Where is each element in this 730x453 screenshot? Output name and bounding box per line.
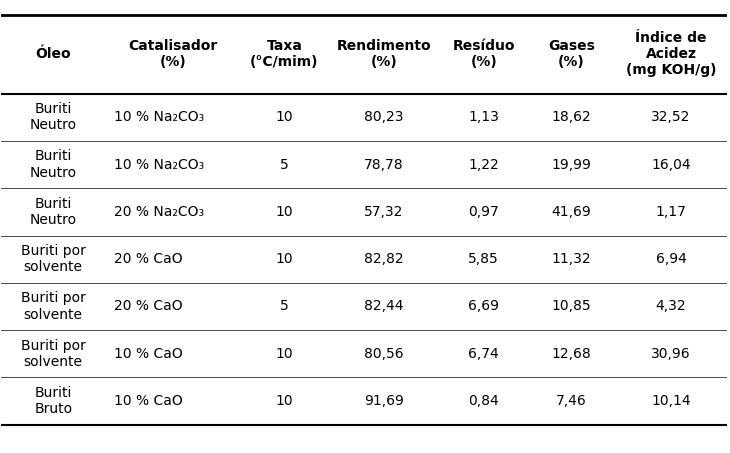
- Text: 10,14: 10,14: [651, 394, 691, 408]
- Text: Taxa
(°C/mim): Taxa (°C/mim): [250, 39, 319, 69]
- Text: 82,82: 82,82: [364, 252, 404, 266]
- Text: 1,22: 1,22: [469, 158, 499, 172]
- Text: Catalisador
(%): Catalisador (%): [128, 39, 218, 69]
- Text: 10: 10: [276, 205, 293, 219]
- Text: Buriti
Neutro: Buriti Neutro: [30, 149, 77, 180]
- Text: 10 % Na₂CO₃: 10 % Na₂CO₃: [114, 111, 204, 124]
- Text: Resíduo
(%): Resíduo (%): [453, 39, 515, 69]
- Text: 7,46: 7,46: [556, 394, 587, 408]
- Text: Buriti por
solvente: Buriti por solvente: [20, 338, 85, 369]
- Text: 12,68: 12,68: [552, 347, 591, 361]
- Text: 20 % CaO: 20 % CaO: [114, 252, 182, 266]
- Text: 41,69: 41,69: [552, 205, 591, 219]
- Text: 20 % Na₂CO₃: 20 % Na₂CO₃: [114, 205, 204, 219]
- Text: 10: 10: [276, 347, 293, 361]
- Text: 4,32: 4,32: [656, 299, 686, 313]
- Text: Buriti por
solvente: Buriti por solvente: [20, 244, 85, 274]
- Text: Buriti
Neutro: Buriti Neutro: [30, 102, 77, 132]
- Text: 10 % CaO: 10 % CaO: [114, 347, 182, 361]
- Text: 78,78: 78,78: [364, 158, 404, 172]
- Text: 10 % CaO: 10 % CaO: [114, 394, 182, 408]
- Text: 10,85: 10,85: [552, 299, 591, 313]
- Text: Buriti
Bruto: Buriti Bruto: [34, 386, 72, 416]
- Text: Óleo: Óleo: [35, 47, 71, 61]
- Text: 5: 5: [280, 299, 289, 313]
- Text: 91,69: 91,69: [364, 394, 404, 408]
- Text: Gases
(%): Gases (%): [548, 39, 595, 69]
- Text: 57,32: 57,32: [364, 205, 404, 219]
- Text: 20 % CaO: 20 % CaO: [114, 299, 182, 313]
- Text: 5: 5: [280, 158, 289, 172]
- Text: 10: 10: [276, 111, 293, 124]
- Text: 16,04: 16,04: [651, 158, 691, 172]
- Text: 0,84: 0,84: [469, 394, 499, 408]
- Text: 1,17: 1,17: [656, 205, 686, 219]
- Text: 10: 10: [276, 394, 293, 408]
- Text: 18,62: 18,62: [552, 111, 591, 124]
- Text: 6,69: 6,69: [468, 299, 499, 313]
- Text: 82,44: 82,44: [364, 299, 404, 313]
- Text: 5,85: 5,85: [469, 252, 499, 266]
- Text: 80,23: 80,23: [364, 111, 404, 124]
- Text: 1,13: 1,13: [468, 111, 499, 124]
- Text: Índice de
Acidez
(mg KOH/g): Índice de Acidez (mg KOH/g): [626, 31, 716, 77]
- Text: 10 % Na₂CO₃: 10 % Na₂CO₃: [114, 158, 204, 172]
- Text: 6,74: 6,74: [469, 347, 499, 361]
- Text: 30,96: 30,96: [651, 347, 691, 361]
- Text: 10: 10: [276, 252, 293, 266]
- Text: 80,56: 80,56: [364, 347, 404, 361]
- Text: 19,99: 19,99: [551, 158, 591, 172]
- Text: 6,94: 6,94: [656, 252, 686, 266]
- Text: Buriti por
solvente: Buriti por solvente: [20, 291, 85, 322]
- Text: 32,52: 32,52: [651, 111, 691, 124]
- Text: Buriti
Neutro: Buriti Neutro: [30, 197, 77, 227]
- Text: 0,97: 0,97: [469, 205, 499, 219]
- Text: Rendimento
(%): Rendimento (%): [337, 39, 431, 69]
- Text: 11,32: 11,32: [552, 252, 591, 266]
